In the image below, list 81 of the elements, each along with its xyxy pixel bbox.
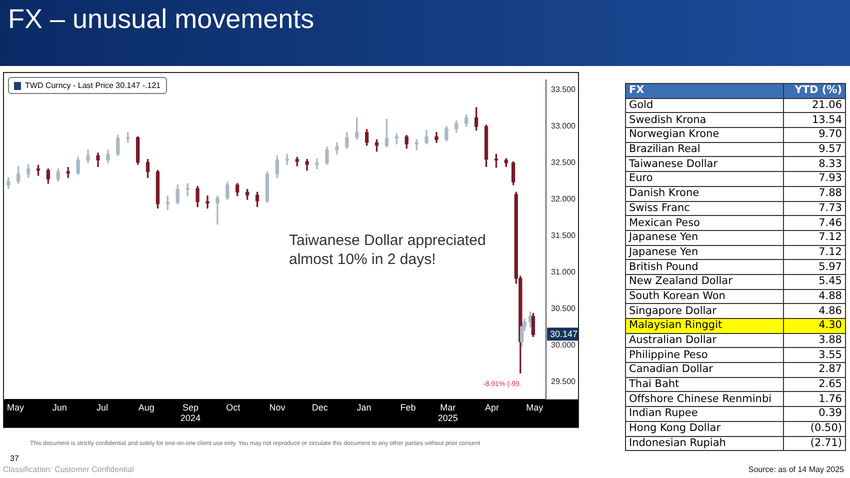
text: 21.06 — [812, 99, 842, 112]
x-tick-label: Feb — [400, 402, 416, 412]
x-tick-label: May — [6, 402, 24, 412]
category-label: Taiwanese Dollar — [626, 156, 784, 172]
y-tick-label: 31.000 — [551, 268, 576, 277]
category-label: Indian Rupee — [626, 406, 784, 422]
category-label: Singapore Dollar — [626, 304, 784, 318]
text: 3.88 — [818, 334, 842, 346]
category-label: Danish Krone — [626, 186, 784, 201]
candlestick — [206, 195, 210, 209]
y-tick-label: 33.000 — [551, 122, 576, 131]
text: 7.73 — [818, 202, 842, 214]
category-label: Malaysian Ringgit — [626, 318, 784, 334]
category-label: Australian Dollar — [626, 333, 784, 348]
y-tick-label: 32.500 — [551, 158, 576, 168]
category-label: Thai Baht — [626, 377, 784, 392]
category-label: Brazilian Real — [626, 142, 784, 157]
x-tick-label: Dec — [312, 402, 328, 412]
x-tick-label: Nov — [269, 402, 286, 412]
text: 7.88 — [818, 187, 842, 200]
text: 1.76 — [818, 392, 842, 405]
y-tick-label: 29.500 — [551, 377, 576, 386]
category-label: Japanese Yen — [626, 245, 784, 260]
text: 4.88 — [818, 290, 842, 302]
x-tick-label: Apr — [484, 402, 499, 412]
category-label: New Zealand Dollar — [626, 274, 784, 290]
text: FX — [626, 84, 784, 98]
category-label: Philippine Peso — [626, 348, 784, 363]
text: 4.86 — [818, 304, 842, 317]
category-label: Gold — [626, 98, 784, 113]
x-tick-label: Sep 2024 — [180, 402, 200, 424]
category-label: Mexican Peso — [626, 216, 784, 230]
text: 0.39 — [818, 407, 842, 420]
x-tick-label: Jul — [96, 402, 108, 412]
text: 4.30 — [818, 319, 842, 332]
x-tick-label: Jan — [356, 402, 372, 412]
text: 2.65 — [818, 378, 842, 390]
chart-title: FX – unusual movements — [8, 4, 314, 35]
text: TWD Curncy - Last Price 30.147 -.121 — [25, 81, 161, 90]
candlestick — [216, 195, 220, 225]
text: 7.12 — [818, 231, 842, 244]
category-label: Hong Kong Dollar — [626, 421, 784, 436]
text: 9.57 — [818, 143, 842, 156]
category-label: British Pound — [626, 260, 784, 274]
y-tick-label: 33.500 — [551, 85, 576, 94]
text: 37 — [10, 454, 19, 463]
text: 7.93 — [818, 172, 842, 184]
text: 2.87 — [818, 363, 842, 376]
text: 5.97 — [818, 260, 842, 273]
x-tick-label: May — [526, 402, 544, 412]
text: 7.12 — [818, 246, 842, 258]
text: YTD (%) — [784, 84, 846, 98]
category-label: Euro — [626, 172, 784, 186]
text: 5.45 — [818, 275, 842, 288]
y-tick-label: 30.500 — [551, 304, 576, 314]
category-label: Indonesian Rupiah — [626, 436, 784, 451]
category-label: Japanese Yen — [626, 230, 784, 246]
category-label: Swedish Krona — [626, 112, 784, 128]
category-label: South Korean Won — [626, 289, 784, 304]
text: (0.50) — [810, 422, 842, 434]
category-label: Offshore Chinese Renminbi — [626, 392, 784, 407]
x-tick-label: Aug — [138, 402, 154, 412]
text: 7.46 — [818, 216, 842, 229]
x-tick-label: Oct — [226, 402, 241, 412]
source-note: Source: as of 14 May 2025 — [748, 465, 844, 474]
category-label: Swiss Franc — [626, 201, 784, 216]
annotation: 30.147 — [550, 329, 578, 340]
text: Classification: Customer Confidential — [3, 465, 134, 474]
text: 8.33 — [818, 158, 842, 170]
annotation: Taiwanese Dollar appreciated almost 10% in 2 days! — [289, 231, 487, 269]
x-tick-label: Jun — [52, 402, 67, 412]
category-label: Canadian Dollar — [626, 362, 784, 378]
y-tick-label: 32.000 — [551, 194, 576, 204]
y-tick-label: 31.500 — [551, 231, 576, 240]
y-tick-label: 30.000 — [551, 340, 576, 350]
text: (2.71) — [810, 436, 842, 449]
x-tick-label: Mar 2025 — [438, 402, 458, 424]
text: 9.70 — [818, 128, 842, 140]
category-label: Norwegian Krone — [626, 128, 784, 142]
text: 13.54 — [812, 114, 842, 126]
text: 3.55 — [818, 348, 842, 361]
